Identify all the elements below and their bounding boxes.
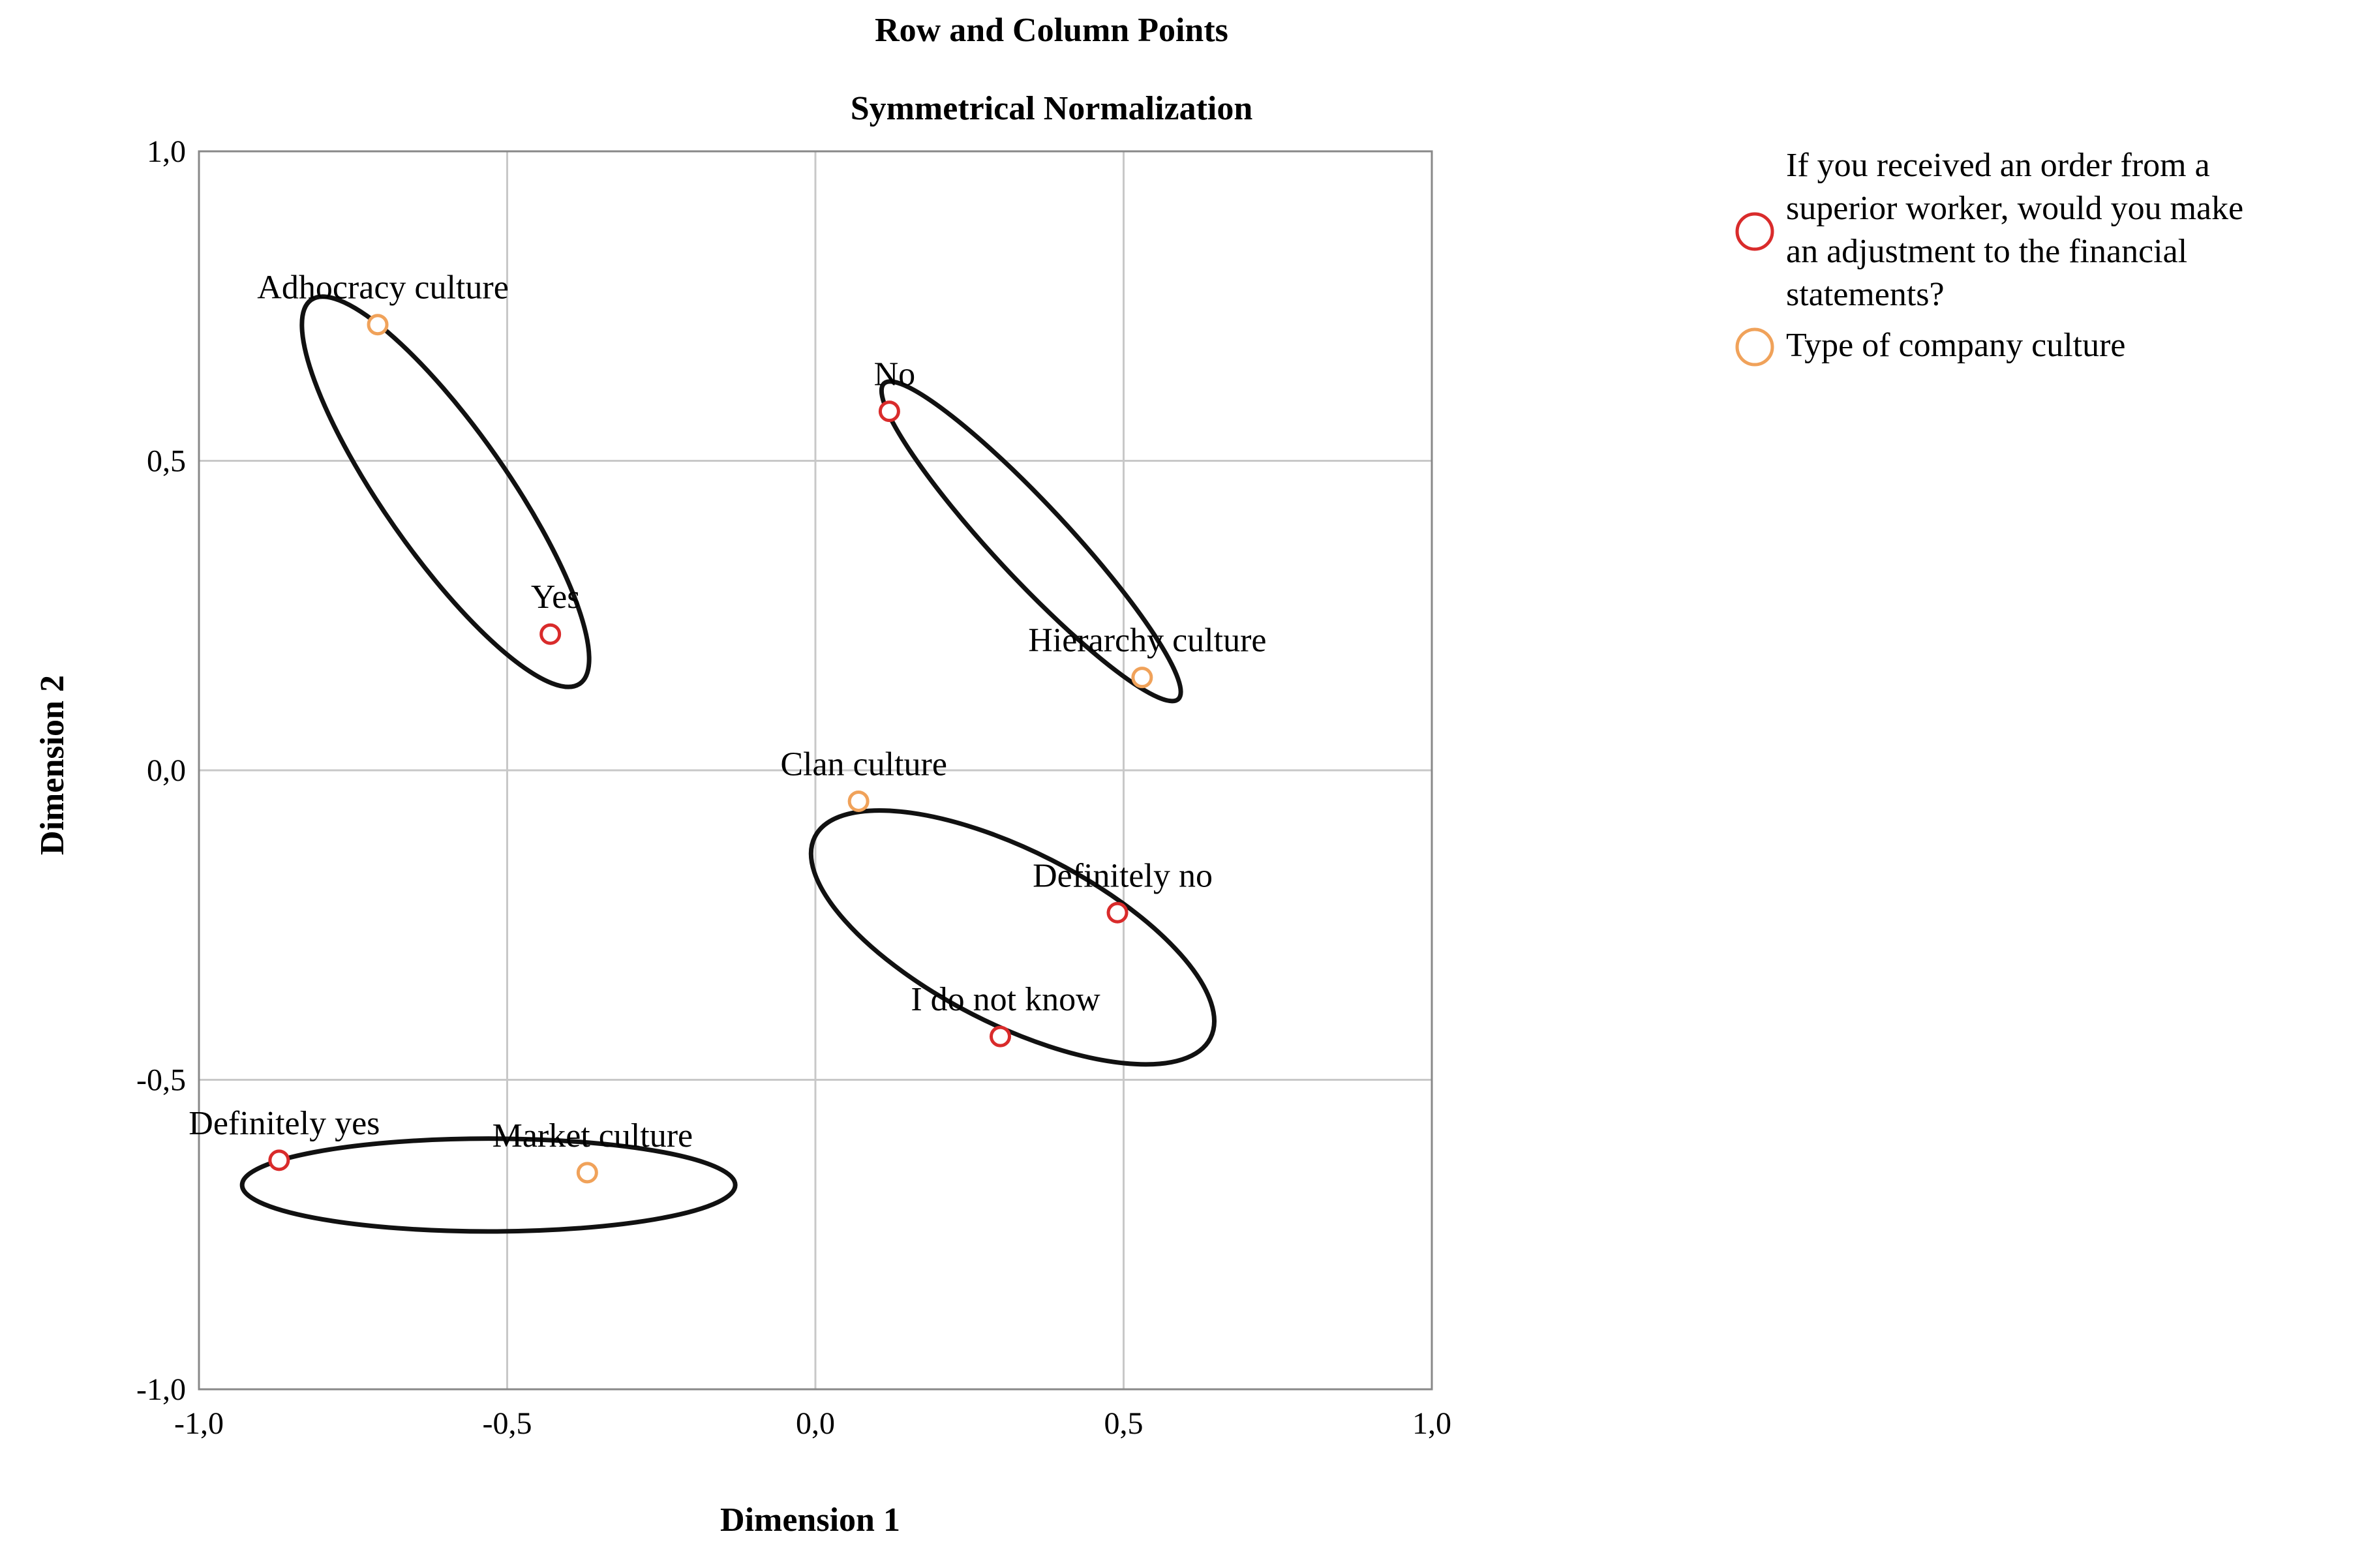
x-tick-label: 1,0 <box>1412 1406 1451 1441</box>
point-label: Hierarchy culture <box>1028 622 1266 659</box>
x-tick-label: 0,0 <box>796 1406 835 1441</box>
legend-marker-2 <box>1735 327 1774 367</box>
point-label: No <box>874 356 916 393</box>
point-label: Definitely no <box>1033 857 1213 894</box>
legend-label-2: Type of company culture <box>1786 327 2126 364</box>
point-label: Market culture <box>492 1117 693 1154</box>
point-marker <box>1131 667 1153 689</box>
y-tick-label: 1,0 <box>147 134 186 169</box>
point-marker <box>576 1162 598 1184</box>
x-tick-label: -0,5 <box>483 1406 532 1441</box>
chart-subtitle: Symmetrical Normalization <box>851 90 1253 127</box>
legend-marker-1 <box>1735 212 1774 251</box>
cluster-ellipse-3 <box>808 808 1217 1067</box>
point-marker <box>1106 901 1129 924</box>
cluster-ellipse-2 <box>879 379 1183 704</box>
point-marker <box>847 790 870 812</box>
point-label: Definitely yes <box>189 1105 380 1142</box>
x-tick-label: 0,5 <box>1104 1406 1144 1441</box>
point-label: Clan culture <box>780 746 947 783</box>
point-label: Yes <box>531 579 581 616</box>
cluster-ellipse-4 <box>239 1136 738 1234</box>
x-tick-label: -1,0 <box>174 1406 224 1441</box>
point-marker <box>990 1025 1011 1048</box>
plot-frame <box>198 150 1433 1391</box>
point-marker <box>268 1149 290 1171</box>
y-tick-label: 0,0 <box>147 753 186 788</box>
y-tick-label: -1,0 <box>136 1372 186 1407</box>
point-label: Adhocracy culture <box>257 269 508 307</box>
chart-title: Row and Column Points <box>875 12 1228 49</box>
data-points: No Yes Definitely no I do not know Definitel… <box>189 269 1266 1184</box>
x-axis-title: Dimension 1 <box>720 1501 900 1539</box>
tick-labels: -1,0 -0,5 0,0 0,5 1,0 -1,0 -0,5 0,0 0,5 1,0 <box>136 134 1451 1441</box>
point-marker <box>539 623 562 645</box>
y-tick-label: 0,5 <box>147 444 186 479</box>
point-marker <box>367 314 389 336</box>
legend-label-1: If you received an order from a superior … <box>1786 147 2243 313</box>
y-axis-title: Dimension 2 <box>34 675 71 855</box>
legend: If you received an order from a superior … <box>1735 147 2243 367</box>
cluster-ellipses <box>239 294 1217 1234</box>
y-tick-label: -0,5 <box>136 1063 186 1098</box>
point-label: I do not know <box>911 981 1100 1018</box>
cluster-ellipse-1 <box>299 294 592 689</box>
point-marker <box>878 400 900 423</box>
